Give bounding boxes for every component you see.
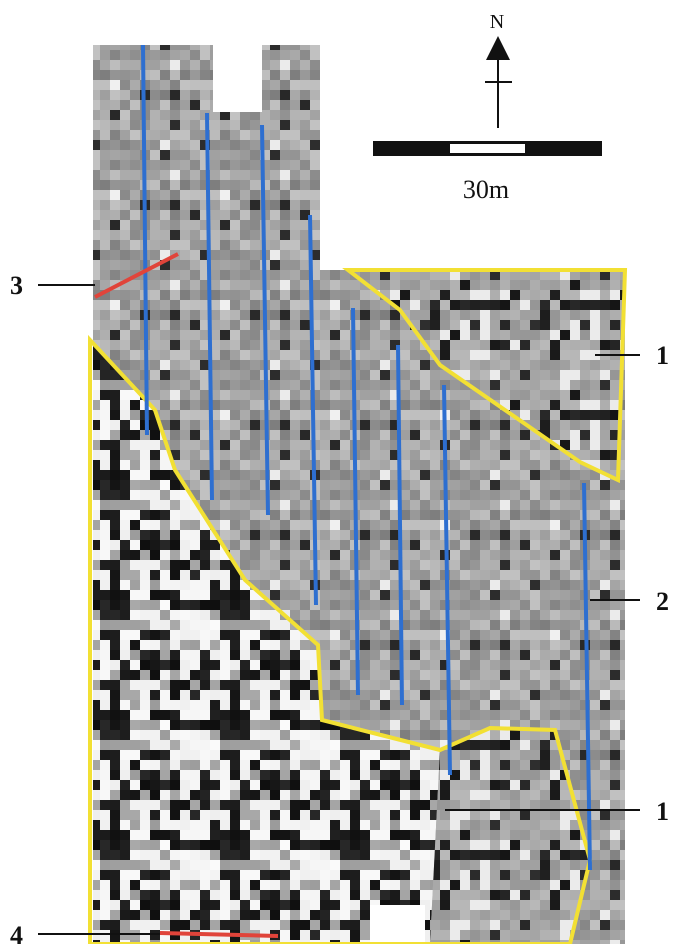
zone-label: 3	[10, 271, 23, 300]
page: 3 1 2 1 4 N 30m (() => { const data = JS…	[0, 0, 679, 944]
texture-gap	[370, 905, 425, 944]
north-label: N	[490, 11, 504, 33]
zone-label: 2	[656, 587, 669, 616]
survey-texture	[90, 40, 630, 944]
zone-label: 1	[656, 797, 669, 826]
survey-map: 3 1 2 1 4 N 30m	[0, 0, 679, 944]
zone-label: 1	[656, 341, 669, 370]
scale-bar-segment	[450, 144, 525, 153]
zone-label: 4	[10, 921, 23, 944]
scale-label: 30m	[463, 175, 509, 204]
north-arrow-head	[486, 36, 510, 60]
